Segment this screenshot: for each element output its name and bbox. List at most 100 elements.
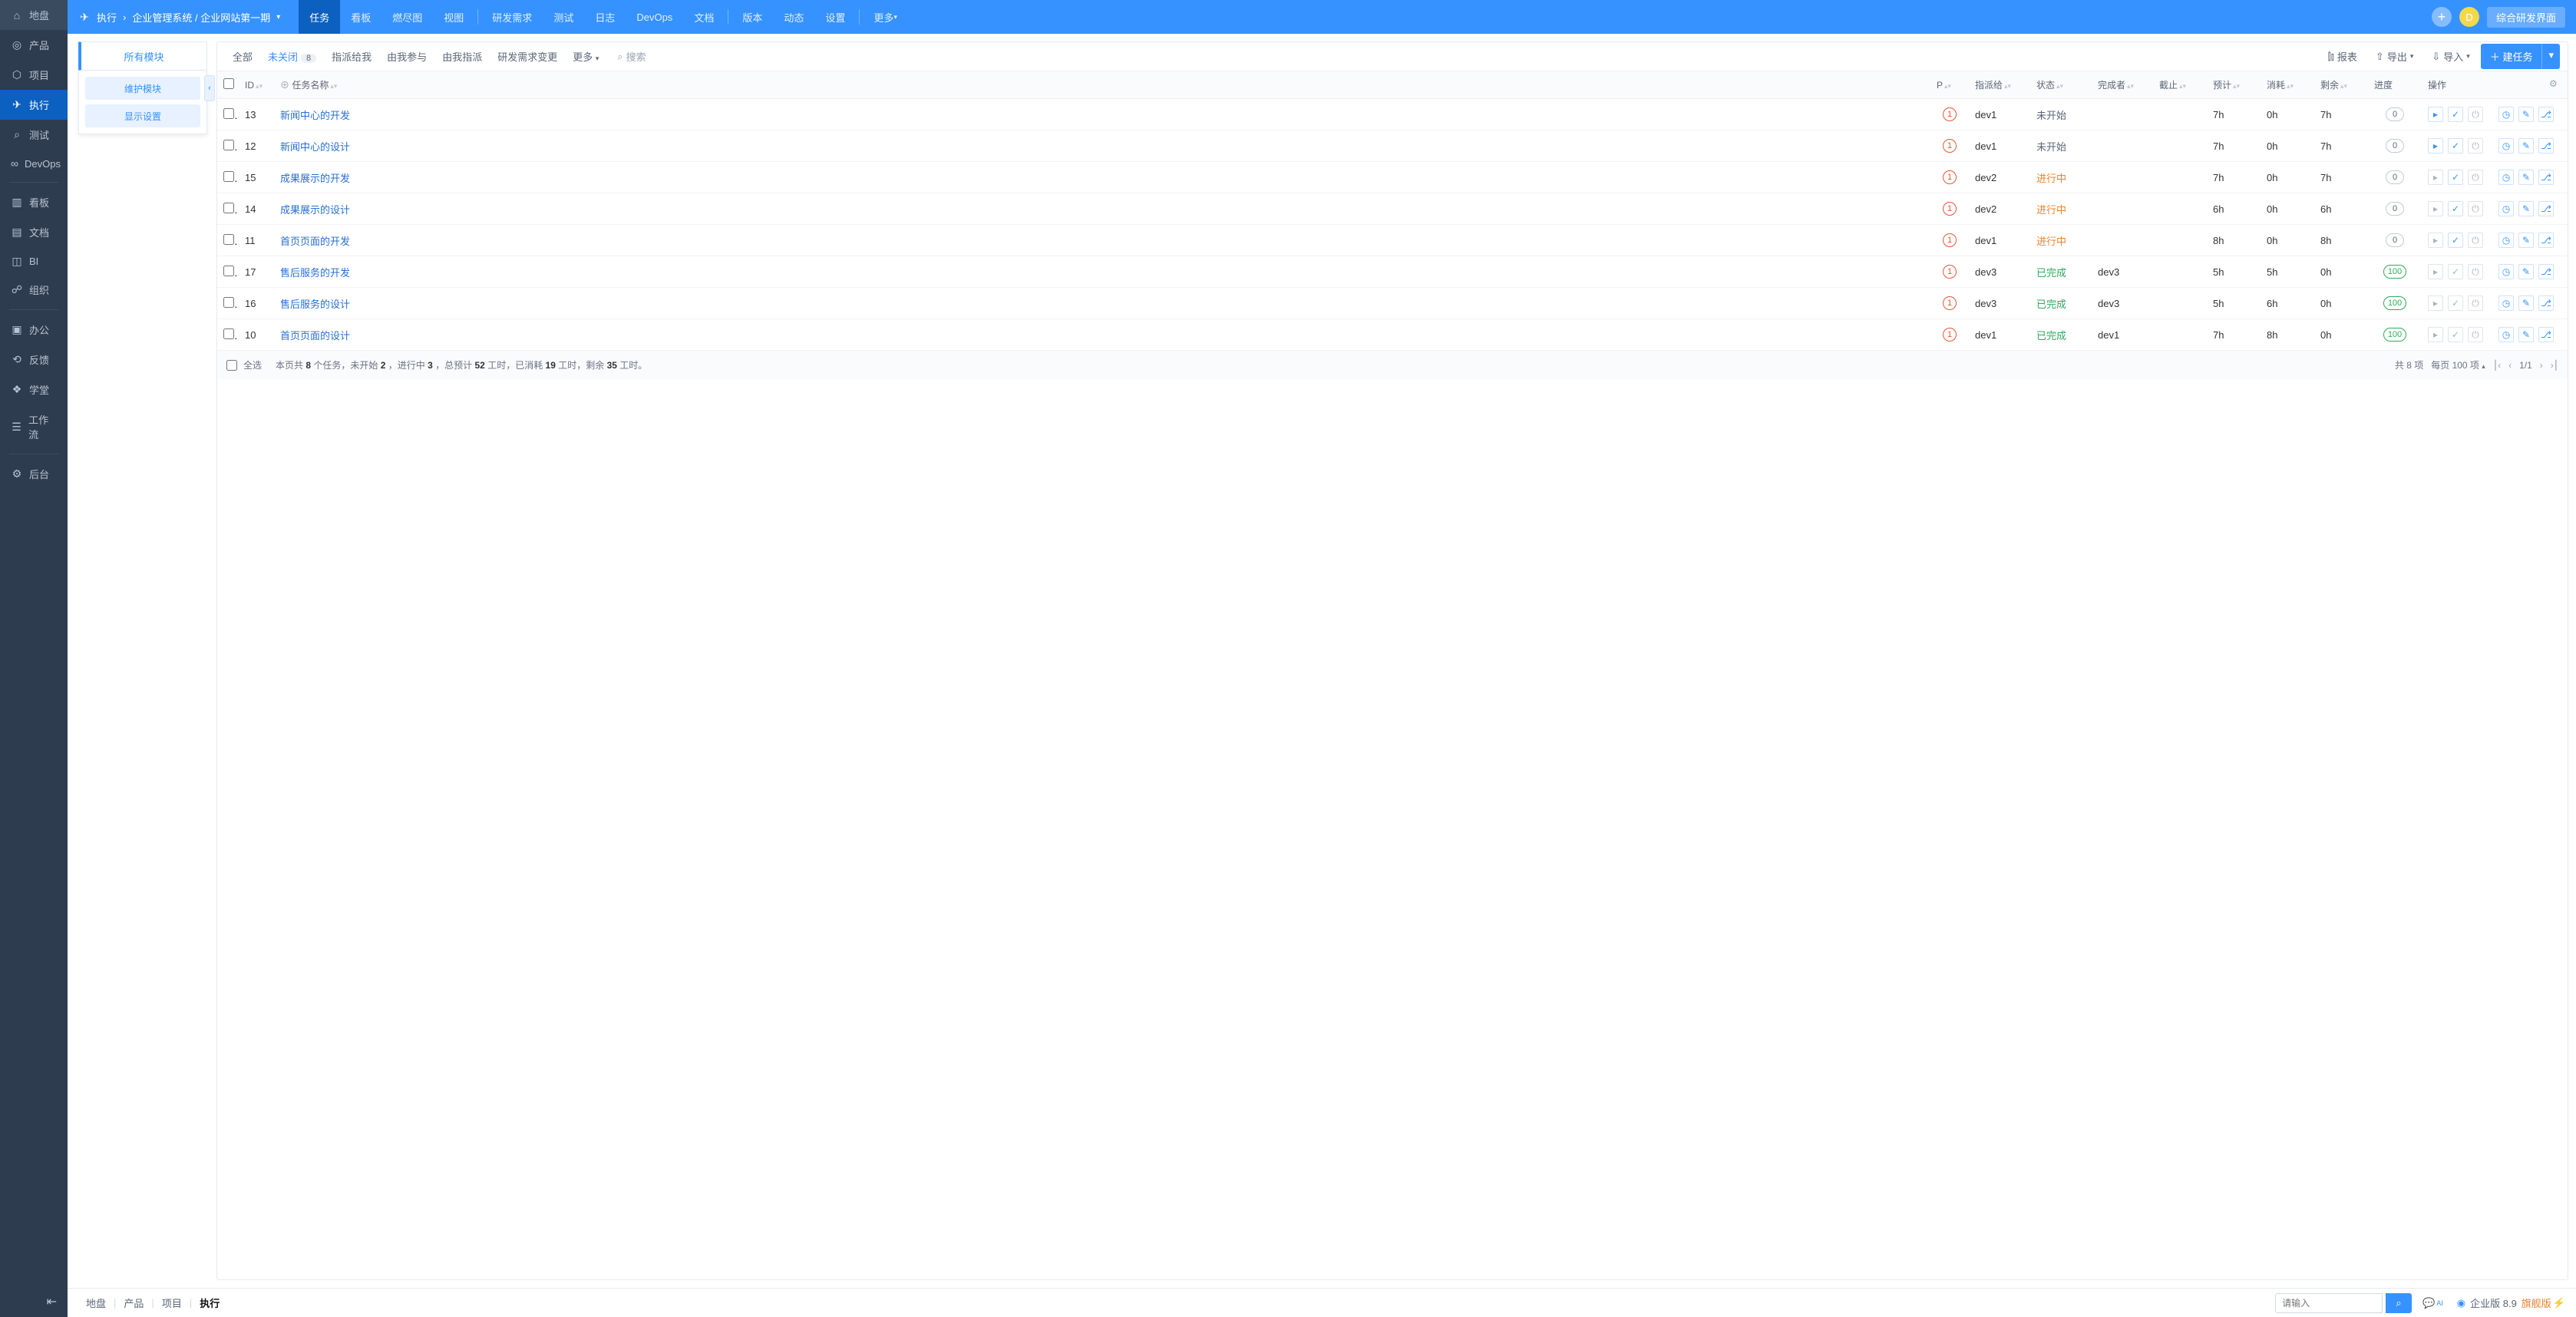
- clock-icon[interactable]: ◷: [2498, 233, 2514, 248]
- play-icon[interactable]: ▸: [2428, 107, 2443, 122]
- sidebar-item-办公[interactable]: ▣办公: [0, 315, 68, 345]
- edit-icon[interactable]: ✎: [2518, 295, 2534, 311]
- sidebar-collapse-toggle[interactable]: ⇤: [0, 1286, 68, 1317]
- power-icon[interactable]: ⏻: [2468, 138, 2483, 153]
- breadcrumb-path[interactable]: 企业管理系统 / 企业网站第一期: [132, 10, 270, 25]
- power-icon[interactable]: ⏻: [2468, 264, 2483, 279]
- global-search-button[interactable]: ⌕: [2386, 1293, 2412, 1313]
- clock-icon[interactable]: ◷: [2498, 201, 2514, 216]
- col-assignee[interactable]: 指派给▴▾: [1969, 71, 2030, 99]
- top-tab-设置[interactable]: 设置: [814, 0, 856, 34]
- col-estimate[interactable]: 预计▴▾: [2207, 71, 2261, 99]
- task-name-link[interactable]: 新闻中心的开发: [280, 110, 350, 121]
- sidebar-item-工作流[interactable]: ☰工作流: [0, 404, 68, 449]
- caret-down-icon[interactable]: ▾: [276, 13, 280, 21]
- play-icon[interactable]: ▸: [2428, 264, 2443, 279]
- footer-select-all-checkbox[interactable]: [226, 360, 237, 371]
- row-checkbox[interactable]: [223, 108, 234, 119]
- top-tab-研发需求[interactable]: 研发需求: [481, 0, 543, 34]
- clock-icon[interactable]: ◷: [2498, 170, 2514, 185]
- edit-icon[interactable]: ✎: [2518, 327, 2534, 342]
- bottom-nav-地盘[interactable]: 地盘: [78, 1296, 114, 1310]
- task-name-link[interactable]: 成果展示的设计: [280, 204, 350, 216]
- report-button[interactable]: ⫿⫾报表: [2320, 45, 2365, 68]
- power-icon[interactable]: ⏻: [2468, 233, 2483, 248]
- col-deadline[interactable]: 截止▴▾: [2153, 71, 2207, 99]
- edit-icon[interactable]: ✎: [2518, 107, 2534, 122]
- ai-assistant-button[interactable]: 💬AI: [2422, 1297, 2443, 1309]
- export-button[interactable]: ⇧导出▾: [2368, 45, 2421, 68]
- check-icon[interactable]: ✓: [2448, 170, 2463, 185]
- view-mode-button[interactable]: 综合研发界面: [2487, 7, 2565, 28]
- branch-icon[interactable]: ⎇: [2538, 233, 2554, 248]
- power-icon[interactable]: ⏻: [2468, 170, 2483, 185]
- check-icon[interactable]: ✓: [2448, 201, 2463, 216]
- check-icon[interactable]: ✓: [2448, 327, 2463, 342]
- page-first[interactable]: ⎮‹: [2493, 360, 2501, 371]
- task-name-link[interactable]: 新闻中心的设计: [280, 141, 350, 153]
- top-tab-燃尽图[interactable]: 燃尽图: [381, 0, 433, 34]
- top-tab-日志[interactable]: 日志: [584, 0, 626, 34]
- sidebar-item-学堂[interactable]: ❖学堂: [0, 375, 68, 404]
- branch-icon[interactable]: ⎇: [2538, 138, 2554, 153]
- filter-指派给我[interactable]: 指派给我: [324, 45, 379, 68]
- play-icon[interactable]: ▸: [2428, 327, 2443, 342]
- branch-icon[interactable]: ⎇: [2538, 107, 2554, 122]
- check-icon[interactable]: ✓: [2448, 295, 2463, 311]
- filter-由我参与[interactable]: 由我参与: [379, 45, 434, 68]
- top-tab-任务[interactable]: 任务: [299, 0, 340, 34]
- task-name-link[interactable]: 售后服务的开发: [280, 267, 350, 279]
- page-prev[interactable]: ‹: [2508, 360, 2512, 371]
- col-remaining[interactable]: 剩余▴▾: [2314, 71, 2368, 99]
- power-icon[interactable]: ⏻: [2468, 295, 2483, 311]
- edit-icon[interactable]: ✎: [2518, 233, 2534, 248]
- bottom-nav-执行[interactable]: 执行: [192, 1296, 227, 1310]
- task-name-link[interactable]: 成果展示的开发: [280, 173, 350, 184]
- branch-icon[interactable]: ⎇: [2538, 201, 2554, 216]
- task-name-link[interactable]: 首页页面的开发: [280, 236, 350, 247]
- top-tab-看板[interactable]: 看板: [340, 0, 381, 34]
- check-icon[interactable]: ✓: [2448, 107, 2463, 122]
- quick-add-button[interactable]: +: [2432, 7, 2452, 27]
- row-checkbox[interactable]: [223, 140, 234, 150]
- top-tab-文档[interactable]: 文档: [683, 0, 725, 34]
- sidebar-item-产品[interactable]: ◎产品: [0, 30, 68, 60]
- branch-icon[interactable]: ⎇: [2538, 170, 2554, 185]
- create-task-dropdown[interactable]: ▾: [2541, 44, 2560, 69]
- sidebar-item-BI[interactable]: ◫BI: [0, 247, 68, 275]
- play-icon[interactable]: ▸: [2428, 295, 2443, 311]
- clock-icon[interactable]: ◷: [2498, 138, 2514, 153]
- row-checkbox[interactable]: [223, 234, 234, 245]
- filter-全部[interactable]: 全部: [225, 45, 260, 68]
- row-checkbox[interactable]: [223, 297, 234, 308]
- branch-icon[interactable]: ⎇: [2538, 264, 2554, 279]
- top-tab-动态[interactable]: 动态: [773, 0, 814, 34]
- clock-icon[interactable]: ◷: [2498, 327, 2514, 342]
- display-settings-button[interactable]: 显示设置: [85, 104, 200, 127]
- row-checkbox[interactable]: [223, 266, 234, 276]
- sidebar-item-反馈[interactable]: ⟲反馈: [0, 345, 68, 375]
- sidebar-item-执行[interactable]: ✈执行: [0, 90, 68, 120]
- search-button[interactable]: ⌕搜索: [609, 45, 653, 68]
- sidebar-item-地盘[interactable]: ⌂地盘: [0, 0, 68, 30]
- sidebar-item-DevOps[interactable]: ∞DevOps: [0, 150, 68, 177]
- check-icon[interactable]: ✓: [2448, 264, 2463, 279]
- power-icon[interactable]: ⏻: [2468, 107, 2483, 122]
- all-modules-tab[interactable]: 所有模块: [78, 41, 207, 71]
- filter-由我指派[interactable]: 由我指派: [434, 45, 490, 68]
- col-consumed[interactable]: 消耗▴▾: [2261, 71, 2314, 99]
- top-tab-DevOps[interactable]: DevOps: [626, 0, 683, 34]
- breadcrumb-root[interactable]: 执行: [97, 10, 117, 25]
- select-all-checkbox[interactable]: [223, 78, 234, 89]
- top-tab-more[interactable]: 更多 ▾: [863, 0, 908, 34]
- edit-icon[interactable]: ✎: [2518, 170, 2534, 185]
- task-name-link[interactable]: 首页页面的设计: [280, 330, 350, 342]
- power-icon[interactable]: ⏻: [2468, 327, 2483, 342]
- clock-icon[interactable]: ◷: [2498, 107, 2514, 122]
- per-page-select[interactable]: 每页 100 项 ▴: [2431, 358, 2485, 371]
- branch-icon[interactable]: ⎇: [2538, 327, 2554, 342]
- clock-icon[interactable]: ◷: [2498, 264, 2514, 279]
- top-tab-测试[interactable]: 测试: [543, 0, 584, 34]
- select-all-label[interactable]: 全选: [243, 358, 262, 371]
- edit-icon[interactable]: ✎: [2518, 264, 2534, 279]
